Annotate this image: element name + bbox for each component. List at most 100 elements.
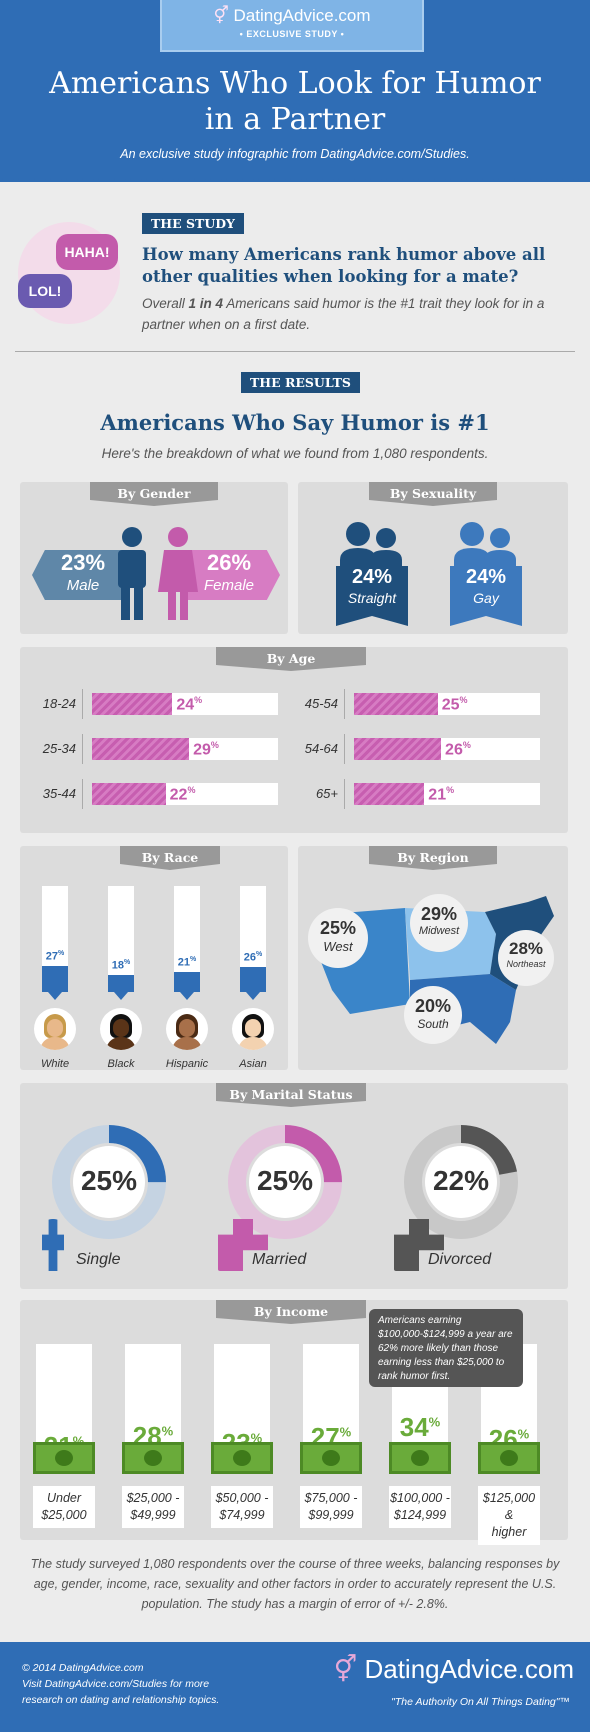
race-value-unit: %	[190, 955, 197, 963]
age-value-text: 26	[445, 741, 463, 759]
age-divider	[82, 734, 83, 764]
age-bar	[92, 693, 278, 715]
avatar-face	[47, 1019, 63, 1037]
income-value-unit: %	[250, 1430, 263, 1446]
ratio-emphasis: 1 in 4	[188, 296, 224, 311]
income-value-unit: %	[72, 1432, 85, 1448]
speech-bubbles-illustration: HAHA! LOL!	[18, 222, 120, 324]
income-label-line1: $125,000 &	[482, 1491, 536, 1522]
straight-couple-icon	[336, 522, 408, 626]
age-bar-fill	[92, 693, 173, 715]
age-divider	[344, 734, 345, 764]
studies-link[interactable]: Visit DatingAdvice.com/Studies for more	[22, 1678, 210, 1690]
midwest-badge: 29% Midwest	[410, 894, 468, 952]
exclusive-study-badge: • EXCLUSIVE STUDY •	[239, 29, 345, 39]
age-bar-fill	[92, 783, 166, 805]
donut-center	[73, 1146, 145, 1218]
age-value-unit: %	[462, 740, 471, 750]
age-value: 26%	[445, 740, 471, 759]
race-column-fill	[42, 966, 68, 992]
age-value: 21%	[428, 785, 454, 804]
age-row-label: 54-64	[304, 741, 338, 756]
age-row-label: 35-44	[42, 786, 76, 801]
midwest-percent: 29%	[420, 904, 458, 924]
male-flag	[32, 550, 124, 600]
age-value-unit: %	[459, 695, 468, 705]
money-bill-icon	[389, 1442, 451, 1474]
race-avatar-icon	[100, 1008, 142, 1050]
marital-percent: 25%	[256, 1165, 314, 1196]
money-bill-icon	[33, 1442, 95, 1474]
race-value: 21%	[168, 956, 206, 969]
income-label-line2: $25,000	[41, 1508, 87, 1522]
income-callout: Americans earning $100,000-$124,999 a ye…	[369, 1309, 523, 1387]
avatar-face	[179, 1019, 195, 1037]
age-row-label: 65+	[315, 786, 338, 801]
study-question: How many Americans rank humor above all …	[142, 245, 546, 286]
race-value-text: 26	[243, 951, 256, 964]
income-label-line2: $99,999	[308, 1508, 354, 1522]
age-bar	[92, 738, 278, 760]
age-bar-fill	[92, 738, 190, 760]
income-label-line1: $100,000 -	[390, 1491, 450, 1505]
marital-label: Divorced	[428, 1251, 492, 1268]
race-value-unit: %	[58, 950, 65, 958]
marital-label: Married	[252, 1251, 307, 1268]
money-bill-icon	[122, 1442, 184, 1474]
race-value-text: 18	[111, 959, 124, 972]
income-label-line2: $124,999	[393, 1508, 447, 1522]
age-bar	[354, 693, 540, 715]
marital-donut	[52, 1125, 166, 1239]
race-avatar-icon	[232, 1008, 274, 1050]
gay-couple-icon	[450, 522, 522, 626]
avatar-face	[113, 1019, 129, 1037]
income-label: Under $25,000	[33, 1486, 95, 1528]
divider	[15, 351, 575, 352]
northeast-percent: 28%	[508, 939, 544, 958]
donut-value-arc	[52, 1125, 166, 1239]
female-percent: 26%	[206, 550, 252, 575]
race-pointer	[48, 992, 62, 1000]
sexuality-tab: By Sexuality	[369, 482, 497, 506]
race-pointer	[246, 992, 260, 1000]
race-avatar-icon	[34, 1008, 76, 1050]
scallop-edge	[0, 174, 590, 190]
avatar-body	[172, 1037, 202, 1050]
study-footnote: The study surveyed 1,080 respondents ove…	[30, 1557, 560, 1611]
marital-panel: By Marital Status 25% Single 25% Married 22%…	[20, 1083, 568, 1289]
brand-logo-text: ⚥ DatingAdvice.com	[213, 6, 371, 25]
race-column-fill	[240, 967, 266, 992]
page-subtitle: An exclusive study infographic from Dati…	[120, 147, 470, 161]
study-answer: Overall 1 in 4 Americans said humor is t…	[142, 296, 545, 332]
marital-percent: 25%	[80, 1165, 138, 1196]
results-subtitle: Here's the breakdown of what we found fr…	[101, 446, 489, 461]
west-badge: 25% West	[308, 908, 368, 968]
footer-brand[interactable]: ⚥ DatingAdvice.com	[333, 1654, 574, 1684]
female-label: Female	[203, 577, 255, 594]
age-row-label: 45-54	[304, 696, 338, 711]
donut-center	[425, 1146, 497, 1218]
income-tab: By Income	[216, 1300, 366, 1324]
south-percent: 20%	[414, 996, 452, 1016]
age-row-label: 25-34	[42, 741, 76, 756]
race-value: 26%	[234, 951, 272, 964]
age-bar	[354, 738, 540, 760]
age-divider	[82, 689, 83, 719]
gay-percent: 24%	[465, 566, 507, 588]
footer-tagline: "The Authority On All Things Dating"™	[391, 1696, 570, 1708]
race-column-fill	[174, 971, 200, 992]
race-tab: By Race	[120, 846, 220, 870]
income-label: $125,000 & higher	[478, 1486, 540, 1545]
south-badge: 20% South	[404, 986, 462, 1044]
logo-tab[interactable]: ⚥ DatingAdvice.com • EXCLUSIVE STUDY •	[160, 0, 424, 52]
footer-text: © 2014 DatingAdvice.com Visit DatingAdvi…	[22, 1660, 262, 1708]
gender-symbol-icon: ⚥	[213, 6, 229, 25]
marital-donut	[404, 1125, 518, 1239]
money-bill-icon	[211, 1442, 273, 1474]
age-tab: By Age	[216, 647, 366, 671]
haha-bubble: HAHA!	[56, 234, 118, 270]
age-value: 29%	[193, 740, 219, 759]
age-value-unit: %	[210, 740, 219, 750]
west-percent: 25%	[319, 918, 357, 938]
